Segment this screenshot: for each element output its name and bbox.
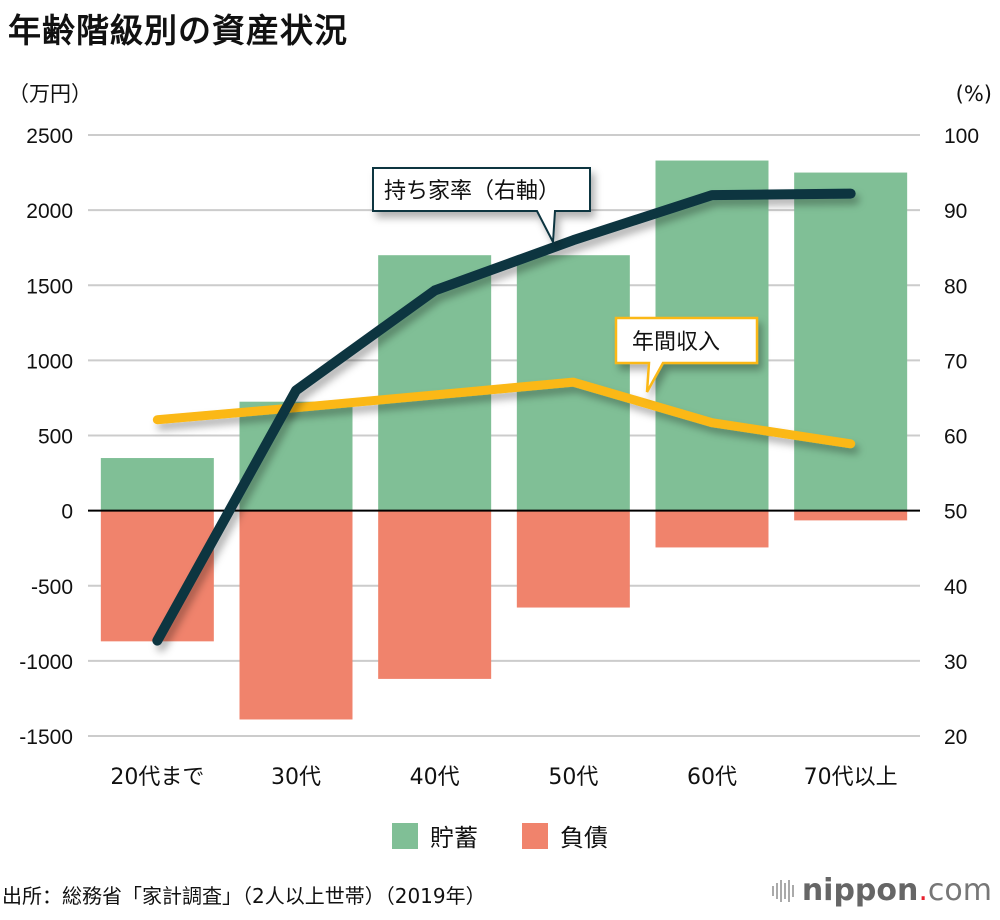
category-label: 70代以上 xyxy=(804,765,898,790)
right-tick-label: 30 xyxy=(944,651,967,674)
category-label: 40代 xyxy=(410,765,460,790)
right-tick-label: 80 xyxy=(944,275,967,298)
sound-bars-icon xyxy=(771,879,794,902)
left-axis-unit: （万円） xyxy=(8,82,92,106)
left-tick-label: -500 xyxy=(31,576,73,599)
logo-brand: nippon xyxy=(801,873,919,908)
category-label: 20代まで xyxy=(110,765,204,790)
category-label: 30代 xyxy=(271,765,321,790)
right-tick-label: 50 xyxy=(944,501,967,524)
bars xyxy=(100,160,908,720)
legend-item-savings: 貯蓄 xyxy=(392,818,478,853)
bar-savings xyxy=(100,458,214,511)
category-label: 60代 xyxy=(687,765,737,790)
line-home-ownership xyxy=(152,188,856,646)
right-axis-unit: (%) xyxy=(955,82,992,106)
logo-dot: . xyxy=(918,873,928,908)
right-tick-label: 40 xyxy=(944,576,967,599)
bar-savings xyxy=(794,172,908,511)
legend: 貯蓄 負債 xyxy=(0,818,1000,853)
right-axis-ticks: 100 90 80 70 60 50 40 30 20 xyxy=(944,125,979,749)
bar-debt xyxy=(378,510,492,679)
logo-tld: com xyxy=(927,873,992,908)
left-tick-label: -1500 xyxy=(19,726,73,749)
right-tick-label: 90 xyxy=(944,200,967,223)
right-tick-label: 60 xyxy=(944,426,967,449)
legend-item-debt: 負債 xyxy=(522,818,608,853)
left-tick-label: 500 xyxy=(38,426,73,449)
bar-savings xyxy=(378,255,492,511)
callout-income-label: 年間収入 xyxy=(632,330,720,355)
right-tick-label: 20 xyxy=(944,726,967,749)
legend-label-savings: 貯蓄 xyxy=(430,824,478,852)
legend-label-debt: 負債 xyxy=(560,824,608,852)
left-tick-label: 0 xyxy=(61,501,73,524)
line-income xyxy=(152,377,856,449)
callout-income xyxy=(614,316,759,393)
left-tick-label: 1500 xyxy=(26,275,73,298)
bar-debt xyxy=(516,510,630,608)
callout-home-ownership-label: 持ち家率（右軸） xyxy=(384,179,560,204)
left-tick-label: 2500 xyxy=(26,125,73,148)
bar-debt xyxy=(239,510,353,720)
bar-debt xyxy=(655,510,769,548)
category-labels: 20代まで 30代 40代 50代 60代 70代以上 xyxy=(110,765,897,790)
left-axis-ticks: 2500 2000 1500 1000 500 0 -500 -1000 -1500 xyxy=(19,125,73,749)
chart-area: 2500 2000 1500 1000 500 0 -500 -1000 -1500 100 90… xyxy=(19,125,979,790)
lines xyxy=(152,188,856,646)
chart-title: 年齢階級別の資産状況 xyxy=(8,11,348,50)
nippon-logo: nippon.com xyxy=(771,873,992,908)
callout-home-ownership xyxy=(372,167,591,246)
left-tick-label: 1000 xyxy=(26,350,73,373)
legend-swatch-debt xyxy=(522,822,548,849)
source-note: 出所：総務省「家計調査」（2人以上世帯）（2019年） xyxy=(2,884,486,908)
right-tick-label: 100 xyxy=(944,125,979,148)
legend-swatch-savings xyxy=(392,822,418,849)
right-tick-label: 70 xyxy=(944,350,967,373)
left-tick-label: -1000 xyxy=(19,651,73,674)
left-tick-label: 2000 xyxy=(26,200,73,223)
category-label: 50代 xyxy=(548,765,598,790)
bar-debt xyxy=(794,510,908,521)
